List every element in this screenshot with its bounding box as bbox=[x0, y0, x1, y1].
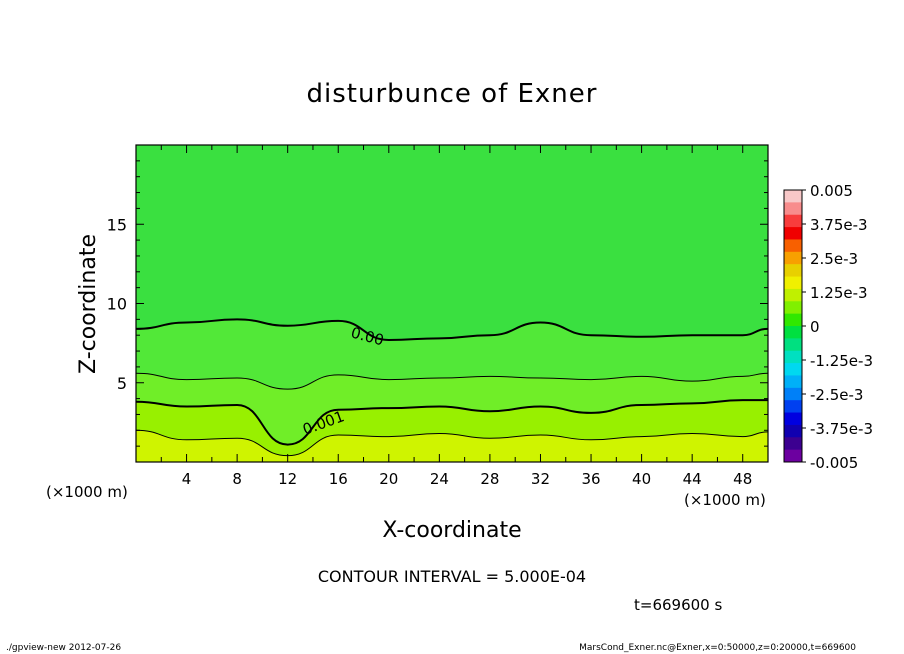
contour-line-2 bbox=[136, 399, 768, 446]
colorbar-segment bbox=[784, 400, 802, 414]
plot-fill bbox=[136, 145, 768, 462]
x-tick-label: 32 bbox=[531, 470, 550, 488]
colorbar-labels: 0.005 3.75e-3 2.5e-3 1.25e-3 0 -1.25e-3 -2.5e-… bbox=[802, 182, 873, 472]
colorbar-label: 2.5e-3 bbox=[810, 250, 858, 268]
colorbar-segment bbox=[784, 424, 802, 438]
x-unit-right: (×1000 m) bbox=[684, 491, 766, 509]
colorbar-label: -3.75e-3 bbox=[810, 420, 873, 438]
colorbar-segment bbox=[784, 449, 802, 463]
chart-title: disturbunce of Exner bbox=[307, 79, 598, 109]
colorbar-segment bbox=[784, 239, 802, 253]
x-tick-label: 8 bbox=[232, 470, 242, 488]
colorbar-segment bbox=[784, 313, 802, 327]
colorbar-segment bbox=[784, 214, 802, 228]
x-tick-label: 48 bbox=[733, 470, 752, 488]
x-axis-label: X-coordinate bbox=[382, 518, 521, 543]
x-tick-label: 28 bbox=[480, 470, 499, 488]
colorbar-segment bbox=[784, 387, 802, 401]
x-unit-left: (×1000 m) bbox=[46, 483, 128, 501]
colorbar-label: 0 bbox=[810, 318, 820, 336]
y-tick-label: 10 bbox=[107, 295, 127, 314]
footer-left: ./gpview-new 2012-07-26 bbox=[6, 643, 121, 653]
x-tick-label: 24 bbox=[430, 470, 449, 488]
contour-line-3 bbox=[136, 429, 768, 457]
x-tick-label: 44 bbox=[683, 470, 702, 488]
band-3 bbox=[136, 430, 768, 462]
colorbar bbox=[783, 189, 803, 463]
colorbar-segment bbox=[784, 190, 802, 203]
contour-interval-text: CONTOUR INTERVAL = 5.000E-04 bbox=[318, 567, 586, 586]
y-axis-ticks: 5 10 15 bbox=[107, 144, 768, 463]
colorbar-segment bbox=[784, 288, 802, 302]
colorbar-segment bbox=[784, 350, 802, 364]
y-tick-label: 15 bbox=[107, 215, 127, 234]
colorbar-segment bbox=[784, 276, 802, 290]
x-tick-label: 4 bbox=[182, 470, 192, 488]
colorbar-label: 1.25e-3 bbox=[810, 284, 868, 302]
colorbar-segment bbox=[784, 338, 802, 352]
colorbar-segment bbox=[784, 375, 802, 389]
x-tick-label: 36 bbox=[581, 470, 600, 488]
colorbar-label: -0.005 bbox=[810, 454, 858, 472]
colorbar-segment bbox=[784, 412, 802, 426]
y-axis-label: Z-coordinate bbox=[76, 234, 101, 374]
colorbar-segment bbox=[784, 202, 802, 216]
x-tick-label: 12 bbox=[278, 470, 297, 488]
colorbar-label: 0.005 bbox=[810, 182, 853, 200]
colorbar-segment bbox=[784, 264, 802, 278]
y-tick-label: 5 bbox=[117, 374, 127, 393]
colorbar-segment bbox=[784, 251, 802, 265]
colorbar-label: -1.25e-3 bbox=[810, 352, 873, 370]
colorbar-label: 3.75e-3 bbox=[810, 216, 868, 234]
footer-right: MarsCond_Exner.nc@Exner,x=0:50000,z=0:20… bbox=[579, 643, 856, 653]
contour-line-0 bbox=[136, 318, 768, 341]
contour-lines bbox=[136, 318, 768, 457]
colorbar-segment bbox=[784, 227, 802, 240]
colorbar-segment bbox=[784, 363, 802, 376]
x-tick-label: 40 bbox=[632, 470, 651, 488]
x-tick-label: 20 bbox=[379, 470, 398, 488]
time-text: t=669600 s bbox=[634, 596, 722, 614]
colorbar-label: -2.5e-3 bbox=[810, 386, 863, 404]
x-axis-ticks: 4 8 12 16 20 24 28 32 36 40 44 48 bbox=[135, 145, 769, 488]
colorbar-segment bbox=[784, 301, 802, 315]
contour-line-1 bbox=[136, 372, 768, 390]
colorbar-segment bbox=[784, 437, 802, 451]
x-tick-label: 16 bbox=[329, 470, 348, 488]
colorbar-segment bbox=[784, 326, 802, 339]
